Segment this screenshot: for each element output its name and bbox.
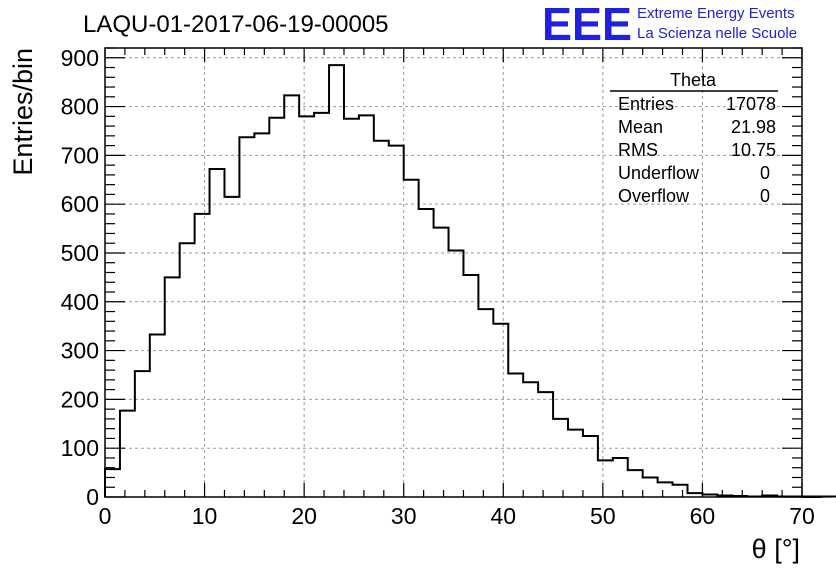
histogram-bin [224, 197, 239, 497]
stats-box: Theta Entries 17078 Mean 21.98 RMS 10.75… [610, 70, 778, 206]
stats-box-title: Theta [670, 70, 717, 90]
histogram-bin [314, 113, 329, 497]
y-tick-label: 100 [61, 435, 99, 461]
histogram-bin [449, 251, 464, 497]
histogram-bin [508, 374, 523, 497]
histogram-bin [628, 470, 643, 497]
histogram-bin [478, 309, 493, 497]
histogram-bin [344, 119, 359, 497]
histogram-bin [463, 275, 478, 497]
histogram-bin [687, 493, 702, 497]
histogram-bin [404, 180, 419, 497]
histogram-bin [299, 116, 314, 497]
histogram-bin [389, 146, 404, 497]
y-tick-label: 900 [61, 45, 99, 71]
axis-ticks [104, 47, 803, 498]
logo-mark: EEE [542, 0, 632, 50]
histogram-bin [105, 469, 120, 497]
y-tick-label: 300 [61, 338, 99, 364]
histogram-bin [195, 214, 210, 497]
stats-label-rms: RMS [618, 140, 658, 160]
histogram-bin [135, 371, 150, 497]
x-tick-label: 70 [789, 503, 815, 529]
x-tick-label: 0 [99, 503, 112, 529]
x-tick-label: 60 [690, 503, 716, 529]
histogram-bin [269, 118, 284, 497]
stats-value-underflow: 0 [760, 163, 770, 183]
histogram-bin [732, 496, 747, 497]
y-tick-label: 600 [61, 191, 99, 217]
x-tick-label: 10 [192, 503, 218, 529]
stats-value-rms: 10.75 [731, 140, 776, 160]
histogram-bin [702, 495, 717, 497]
histogram-bin [254, 133, 269, 497]
logo-line-2: La Scienza nelle Scuole [637, 25, 797, 42]
stats-label-overflow: Overflow [618, 186, 690, 206]
histogram-bin [568, 430, 583, 497]
histogram-bin [434, 228, 449, 497]
stats-label-mean: Mean [618, 117, 663, 137]
stats-value-entries: 17078 [726, 94, 776, 114]
stats-value-overflow: 0 [760, 186, 770, 206]
y-tick-labels: 0 100 200 300 400 500 600 700 800 900 [61, 45, 99, 510]
histogram-bin [762, 496, 777, 497]
x-tick-labels: 0 10 20 30 40 50 60 70 [99, 503, 815, 529]
histogram-bin [329, 65, 344, 497]
stats-value-mean: 21.98 [731, 117, 776, 137]
histogram-bin [120, 411, 135, 497]
histogram-bin [419, 209, 434, 497]
histogram-bin [493, 324, 508, 497]
stats-label-underflow: Underflow [618, 163, 700, 183]
y-tick-label: 0 [86, 484, 99, 510]
histogram-bin [150, 334, 165, 497]
y-tick-label: 200 [61, 386, 99, 412]
histogram-bin [523, 382, 538, 497]
histogram-bin [658, 482, 673, 497]
x-tick-label: 50 [590, 503, 616, 529]
y-tick-label: 400 [61, 289, 99, 315]
histogram-bin [673, 485, 688, 497]
logo-line-1: Extreme Energy Events [637, 5, 795, 22]
histogram-bin [239, 137, 254, 497]
histogram-bin [643, 477, 658, 497]
histogram-bin [598, 460, 613, 497]
histogram-bin [180, 243, 195, 497]
histogram-bin [359, 115, 374, 497]
eee-logo: EEE Extreme Energy Events La Scienza nel… [542, 0, 797, 50]
x-tick-label: 30 [391, 503, 417, 529]
x-axis-label: θ [°] [752, 534, 800, 564]
y-tick-label: 500 [61, 240, 99, 266]
histogram-bin [374, 141, 389, 497]
histogram-bin [717, 496, 732, 497]
chart-title: LAQU-01-2017-06-19-00005 [83, 11, 389, 38]
histogram-bin [583, 436, 598, 497]
y-axis-label: Entries/bin [8, 48, 38, 176]
y-tick-label: 700 [61, 142, 99, 168]
histogram-bin [538, 392, 553, 497]
histogram-bin [613, 458, 628, 497]
x-tick-label: 20 [291, 503, 317, 529]
histogram-bars [105, 65, 802, 497]
histogram-bin [165, 277, 180, 497]
y-tick-label: 800 [61, 94, 99, 120]
histogram-bin [210, 169, 225, 497]
histogram-bin [553, 419, 568, 497]
x-tick-label: 40 [490, 503, 516, 529]
stats-label-entries: Entries [618, 94, 674, 114]
histogram-bin [284, 95, 299, 497]
grid-lines [105, 48, 802, 497]
